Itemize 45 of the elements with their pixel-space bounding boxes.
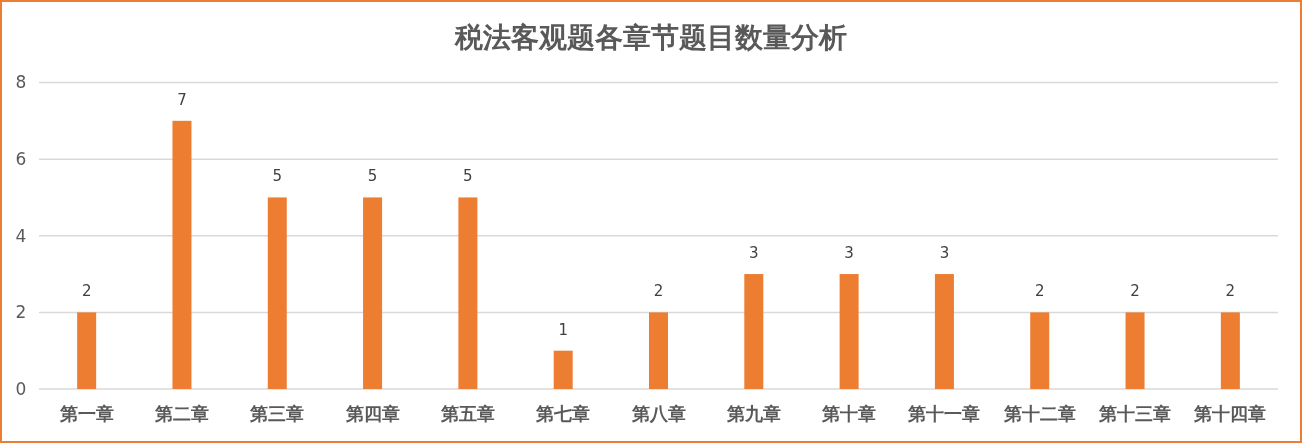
- x-tick-label: 第十章: [821, 403, 877, 424]
- bar: [363, 197, 383, 389]
- y-tick-label: 4: [15, 225, 27, 246]
- y-tick-label: 2: [15, 302, 27, 323]
- x-tick-label: 第十四章: [1193, 403, 1267, 424]
- data-label: 3: [939, 244, 950, 263]
- x-tick-label: 第十三章: [1098, 403, 1172, 424]
- x-tick-label: 第十一章: [907, 403, 981, 424]
- x-tick-label: 第三章: [249, 403, 305, 424]
- data-label: 2: [653, 282, 664, 301]
- data-label: 2: [1034, 282, 1045, 301]
- bar: [649, 312, 668, 389]
- bar: [1220, 312, 1240, 389]
- x-tick-label: 第十二章: [1002, 403, 1076, 424]
- y-tick-label: 6: [15, 149, 27, 170]
- x-tick-label: 第四章: [344, 403, 400, 424]
- x-tick-label: 第五章: [439, 403, 495, 424]
- bar: [1125, 312, 1145, 389]
- data-label: 2: [1130, 282, 1140, 301]
- data-label: 5: [463, 167, 473, 186]
- bar: [1030, 312, 1050, 389]
- data-label: 3: [749, 244, 759, 263]
- bar: [77, 312, 97, 389]
- x-tick-label: 第九章: [725, 403, 781, 424]
- bar: [458, 197, 478, 389]
- data-label: 1: [558, 320, 568, 339]
- data-label: 2: [81, 282, 92, 301]
- bar: [839, 274, 859, 389]
- bar: [553, 350, 573, 389]
- x-tick-label: 第一章: [58, 403, 114, 424]
- bar: [934, 274, 954, 389]
- bar: [267, 197, 287, 389]
- data-label: 2: [1225, 282, 1236, 301]
- x-tick-label: 第二章: [153, 403, 209, 424]
- data-label: 5: [272, 167, 283, 186]
- y-tick-label: 8: [15, 72, 27, 93]
- bar: [172, 120, 192, 389]
- chart-title: 税法客观题各章节题目数量分析: [454, 21, 847, 54]
- bar: [744, 274, 764, 389]
- x-tick-label: 第七章: [535, 403, 591, 424]
- y-tick-label: 0: [15, 378, 27, 399]
- data-label: 7: [177, 90, 187, 109]
- data-label: 5: [367, 167, 378, 186]
- data-label: 3: [844, 244, 854, 263]
- x-tick-label: 第八章: [630, 403, 686, 424]
